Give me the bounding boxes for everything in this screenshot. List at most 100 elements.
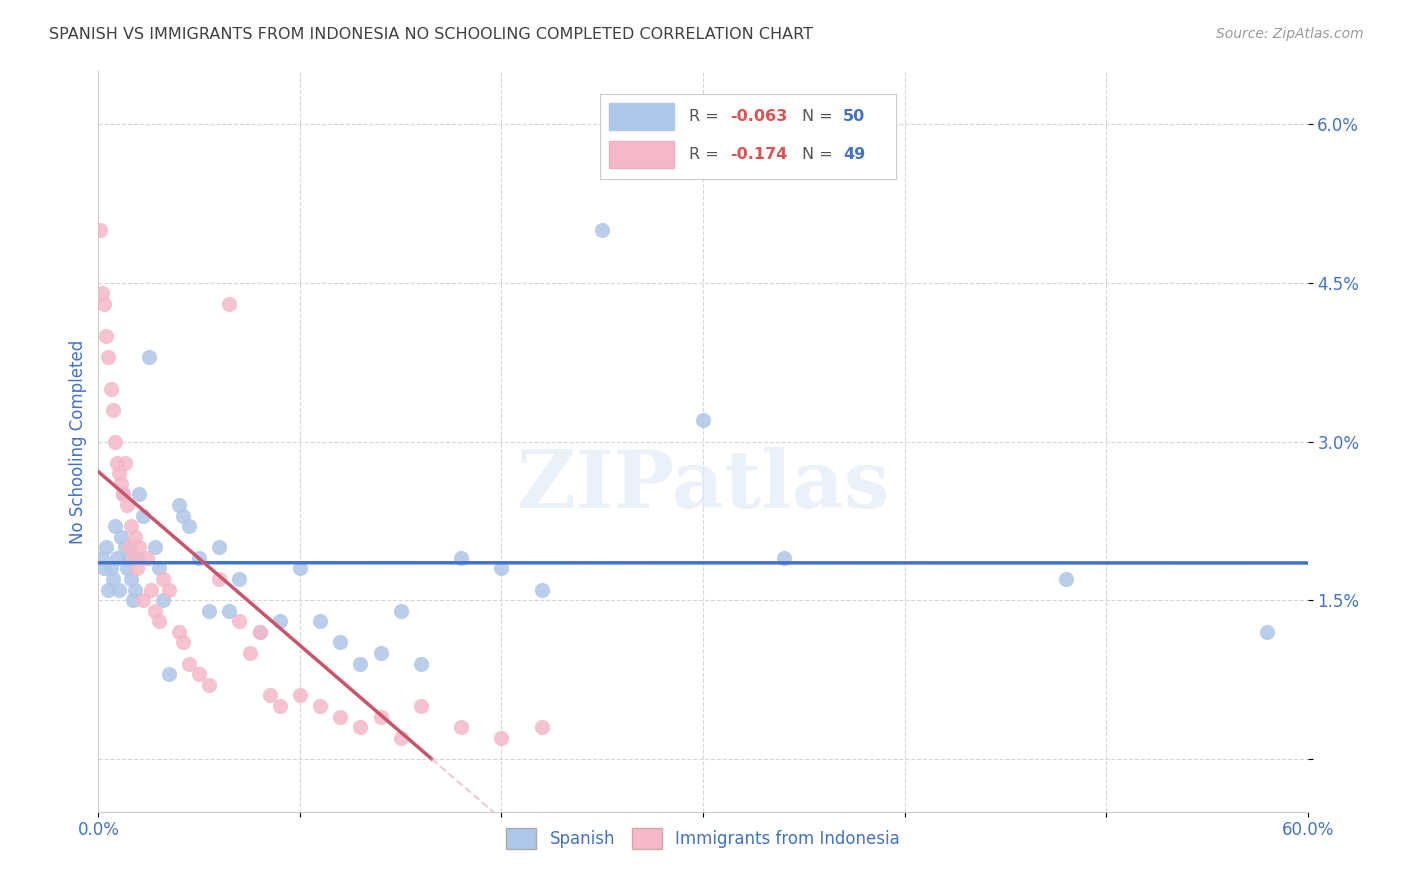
Point: [100, 561, 122, 575]
Point: [249, 624, 271, 639]
Point: [124, 582, 146, 597]
Point: [591, 223, 613, 237]
Point: [91, 286, 114, 301]
Point: [188, 550, 211, 565]
Point: [239, 646, 262, 660]
Point: [124, 530, 146, 544]
Point: [105, 456, 128, 470]
Point: [143, 541, 166, 555]
Point: [118, 550, 141, 565]
Point: [101, 572, 124, 586]
Point: [107, 467, 129, 481]
Point: [228, 615, 250, 629]
Point: [179, 519, 201, 533]
Point: [111, 487, 134, 501]
Point: [309, 698, 332, 713]
Point: [125, 561, 148, 575]
Point: [120, 572, 142, 586]
Point: [530, 582, 553, 597]
Text: Source: ZipAtlas.com: Source: ZipAtlas.com: [1216, 27, 1364, 41]
Point: [349, 657, 371, 671]
Point: [450, 550, 472, 565]
Point: [370, 709, 392, 723]
Point: [208, 572, 231, 586]
Point: [218, 604, 240, 618]
Point: [288, 689, 311, 703]
Point: [157, 582, 180, 597]
Point: [259, 689, 281, 703]
Point: [370, 646, 392, 660]
Point: [179, 657, 201, 671]
Point: [228, 572, 250, 586]
Point: [93, 297, 115, 311]
Point: [218, 297, 240, 311]
Point: [121, 550, 143, 565]
Point: [121, 593, 143, 607]
Point: [167, 624, 190, 639]
Point: [115, 561, 138, 575]
Point: [148, 561, 170, 575]
Point: [409, 657, 432, 671]
Point: [329, 709, 352, 723]
Point: [249, 624, 271, 639]
Point: [105, 550, 128, 565]
Point: [491, 561, 513, 575]
Point: [103, 519, 125, 533]
Point: [208, 541, 231, 555]
Point: [143, 604, 166, 618]
Point: [111, 487, 134, 501]
Point: [491, 731, 513, 745]
Point: [530, 720, 553, 734]
Point: [132, 508, 155, 523]
Legend: Spanish, Immigrants from Indonesia: Spanish, Immigrants from Indonesia: [499, 822, 907, 855]
Point: [132, 593, 155, 607]
Point: [198, 604, 221, 618]
Point: [167, 498, 190, 512]
Point: [1256, 624, 1278, 639]
Point: [409, 698, 432, 713]
Point: [125, 550, 148, 565]
Point: [389, 731, 412, 745]
Text: ZIPatlas: ZIPatlas: [517, 447, 889, 525]
Point: [152, 593, 174, 607]
Point: [172, 508, 194, 523]
Point: [198, 678, 221, 692]
Point: [450, 720, 472, 734]
Point: [110, 530, 132, 544]
Point: [309, 615, 332, 629]
Point: [107, 582, 129, 597]
Point: [1054, 572, 1077, 586]
Point: [135, 550, 157, 565]
Point: [96, 541, 118, 555]
Point: [100, 382, 122, 396]
Point: [115, 498, 138, 512]
Point: [269, 615, 291, 629]
Point: [152, 572, 174, 586]
Point: [269, 698, 291, 713]
Point: [110, 476, 132, 491]
Point: [772, 550, 794, 565]
Point: [188, 667, 211, 681]
Point: [89, 223, 111, 237]
Point: [118, 541, 141, 555]
Point: [692, 413, 714, 427]
Y-axis label: No Schooling Completed: No Schooling Completed: [69, 340, 87, 543]
Point: [97, 582, 120, 597]
Point: [389, 604, 412, 618]
Point: [139, 582, 162, 597]
Point: [103, 434, 125, 449]
Point: [114, 456, 136, 470]
Point: [138, 350, 160, 364]
Point: [128, 541, 150, 555]
Point: [114, 541, 136, 555]
Point: [349, 720, 371, 734]
Text: SPANISH VS IMMIGRANTS FROM INDONESIA NO SCHOOLING COMPLETED CORRELATION CHART: SPANISH VS IMMIGRANTS FROM INDONESIA NO …: [49, 27, 813, 42]
Point: [288, 561, 311, 575]
Point: [148, 615, 170, 629]
Point: [93, 561, 115, 575]
Point: [96, 328, 118, 343]
Point: [157, 667, 180, 681]
Point: [128, 487, 150, 501]
Point: [120, 519, 142, 533]
Point: [329, 635, 352, 649]
